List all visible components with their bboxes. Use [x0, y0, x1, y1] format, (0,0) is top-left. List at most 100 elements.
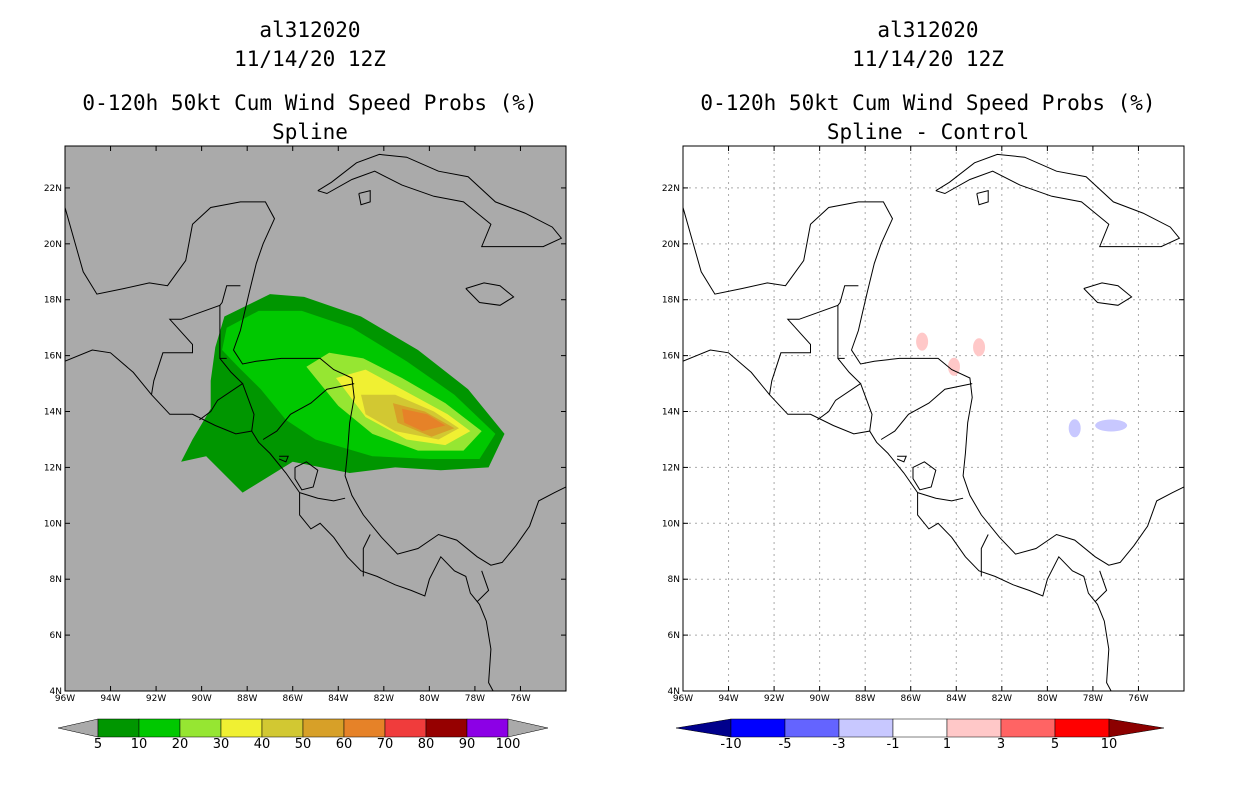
x-tick-label: 92W [764, 694, 784, 704]
colorbar-swatch [1000, 718, 1056, 738]
x-tick-label: 84W [328, 694, 348, 704]
anomaly-3 [947, 357, 960, 376]
x-tick-label: 92W [146, 694, 166, 704]
colorbar-label: -1 [887, 737, 900, 752]
anomaly-4 [1068, 419, 1081, 438]
colorbar-swatch [179, 718, 222, 738]
y-tick-label: 8N [50, 575, 62, 585]
colorbar-extend-high [507, 718, 549, 738]
country-border [199, 358, 244, 421]
x-tick-label: 82W [374, 694, 394, 704]
colorbar-swatch [343, 718, 386, 738]
y-tick-label: 20N [662, 240, 680, 250]
y-tick-label: 8N [668, 575, 680, 585]
colorbar-swatch [97, 718, 140, 738]
anomaly-5 [1095, 419, 1128, 432]
country-border [917, 492, 964, 502]
x-tick-label: 86W [901, 694, 921, 704]
y-tick-label: 22N [44, 184, 62, 194]
right-title-method: Spline - Control [826, 120, 1030, 144]
coastline [912, 461, 937, 491]
x-tick-label: 96W [55, 694, 75, 704]
coastline [896, 455, 907, 463]
y-tick-label: 10N [44, 519, 62, 529]
country-border [817, 358, 862, 421]
x-tick-label: 90W [191, 694, 211, 704]
colorbar-label: 10 [131, 737, 148, 752]
y-tick-label: 14N [44, 408, 62, 418]
x-tick-label: 94W [718, 694, 738, 704]
colorbar-label: 5 [1051, 737, 1059, 752]
x-tick-label: 88W [855, 694, 875, 704]
map-panel-2: 4N 6N 8N 10N 12N 14N 16N 18N 20N 22N 96W 94W 92W 90W 8… [662, 145, 1185, 704]
country-border [1094, 570, 1108, 602]
x-tick-label: 80W [1037, 694, 1057, 704]
colorbar-swatch [946, 718, 1002, 738]
coastline [317, 153, 563, 248]
coastline [465, 282, 515, 306]
left-title-date: 11/14/20 12Z [234, 47, 386, 71]
x-tick-label: 96W [673, 694, 693, 704]
left-title-method: Spline [272, 120, 348, 144]
colorbar-label: 80 [418, 737, 435, 752]
right-title-date: 11/14/20 12Z [852, 47, 1004, 71]
y-tick-label: 18N [662, 296, 680, 306]
y-tick-label: 10N [662, 519, 680, 529]
right-colorbar: -10 -5 -3 -1 1 3 5 10 [675, 718, 1165, 752]
map-outlines [683, 153, 1184, 691]
y-tick-label: 6N [668, 631, 680, 641]
colorbar-swatch [138, 718, 181, 738]
country-border [476, 570, 490, 602]
colorbar-label: -3 [833, 737, 846, 752]
colorbar-extend-high [1108, 718, 1165, 738]
x-tick-label: 76W [510, 694, 530, 704]
right-title-storm: al312020 [877, 18, 979, 42]
x-tick-label: 86W [283, 694, 303, 704]
colorbar-label: -5 [779, 737, 792, 752]
x-tick-label: 82W [992, 694, 1012, 704]
y-tick-label: 14N [662, 408, 680, 418]
country-border [860, 383, 873, 432]
x-tick-label: 80W [419, 694, 439, 704]
y-tick-label: 12N [662, 463, 680, 473]
colorbar-swatch [784, 718, 840, 738]
coastline [935, 153, 1181, 248]
map-frame [682, 145, 1185, 692]
colorbar-label: 5 [94, 737, 102, 752]
colorbar-swatch [302, 718, 345, 738]
coastline [358, 190, 371, 206]
country-border [362, 534, 371, 577]
colorbar-swatch [892, 718, 948, 738]
map-outlines [65, 153, 566, 691]
anomaly-2 [973, 338, 986, 357]
map-panel-1: 4N 6N 8N 10N 12N 14N 16N 18N 20N 22N 96W 94W 92W 90W 8… [44, 145, 567, 704]
country-border [242, 383, 255, 432]
coastline [65, 201, 566, 566]
y-tick-label: 16N [44, 352, 62, 362]
anomaly-1 [916, 332, 929, 351]
colorbar-label: 10 [1101, 737, 1118, 752]
left-title-storm: al312020 [259, 18, 361, 42]
coastline [1083, 282, 1133, 306]
coastline [278, 455, 289, 463]
colorbar-extend-low [675, 718, 732, 738]
colorbar-label: 30 [213, 737, 230, 752]
y-tick-label: 12N [44, 463, 62, 473]
contour-60 [402, 408, 446, 432]
country-border [262, 383, 355, 440]
colorbar-label: 20 [172, 737, 189, 752]
map-frame [64, 145, 567, 692]
colorbar-swatch [220, 718, 263, 738]
y-tick-label: 22N [662, 184, 680, 194]
colorbar-extend-low [57, 718, 99, 738]
country-border [769, 285, 859, 395]
colorbar-swatch [384, 718, 427, 738]
y-tick-label: 4N [50, 687, 62, 697]
colorbar-label: 3 [997, 737, 1005, 752]
y-tick-label: 16N [662, 352, 680, 362]
coastline [65, 349, 494, 691]
left-title-product: 0-120h 50kt Cum Wind Speed Probs (%) [82, 91, 538, 115]
country-border [980, 534, 989, 577]
colorbar-label: 60 [336, 737, 353, 752]
coastline [683, 201, 1184, 566]
